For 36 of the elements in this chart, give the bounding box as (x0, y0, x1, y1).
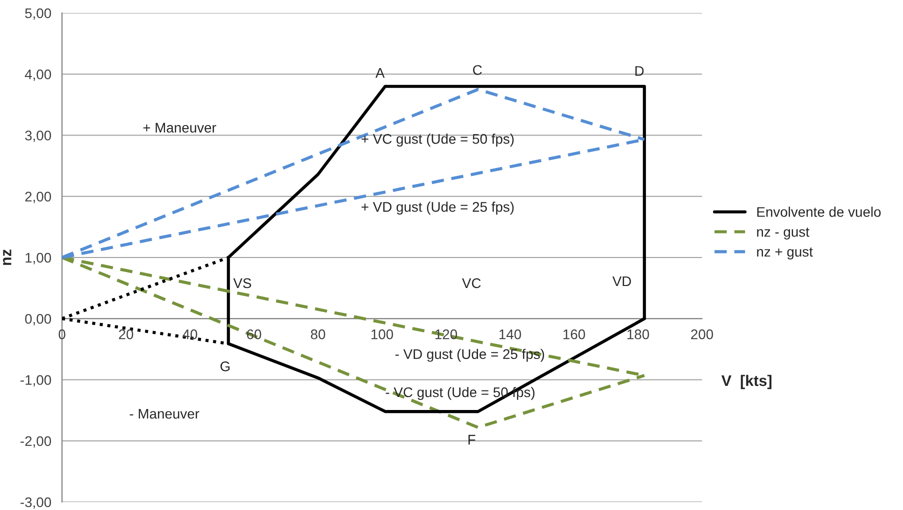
x-tick-label: 140 (499, 329, 522, 340)
x-tick-label: 80 (310, 329, 326, 340)
annotation: + VD gust (Ude = 25 fps) (362, 202, 514, 215)
legend-label: Envolvente de vuelo (757, 206, 881, 217)
annotation: F (468, 434, 476, 444)
y-tick-label: 4,00 (24, 69, 52, 81)
legend-label: nz + gust (757, 248, 813, 260)
annotation: G (220, 361, 230, 372)
x-tick-label: 160 (563, 329, 586, 340)
y-tick-label: 0,00 (25, 314, 52, 326)
x-axis-title: V [kts] (721, 374, 772, 390)
x-tick-label: 20 (118, 329, 134, 340)
annotation: VC (462, 278, 481, 288)
annotation: A (375, 68, 385, 78)
annotation: C (473, 65, 482, 75)
annotation: - Maneuver (130, 408, 200, 419)
annotation: - VD gust (Ude = 25 fps) (395, 348, 544, 362)
y-tick-label: -3,00 (20, 497, 52, 509)
annotation: D (635, 66, 644, 76)
x-tick-label: 40 (182, 329, 198, 340)
x-tick-label: 100 (371, 329, 394, 340)
x-tick-label: 200 (691, 329, 714, 340)
y-tick-label: 1,00 (26, 252, 52, 264)
legend-label: nz - gust (757, 228, 810, 240)
x-tick-label: 180 (627, 329, 650, 340)
y-axis-title: nz (2, 250, 12, 265)
y-tick-label: 2,00 (25, 192, 52, 204)
annotation: + VC gust (Ude = 50 fps) (362, 134, 514, 147)
annotation: VD (612, 276, 631, 286)
y-tick-label: -2,00 (20, 436, 52, 448)
annotation: VS (233, 278, 252, 288)
annotation: + Maneuver (143, 122, 216, 133)
annotation: - VC gust (Ude = 50 fps) (386, 386, 534, 400)
y-tick-label: 5,00 (25, 8, 52, 20)
y-tick-label: -1,00 (20, 375, 52, 387)
y-tick-label: 3,00 (25, 130, 52, 142)
